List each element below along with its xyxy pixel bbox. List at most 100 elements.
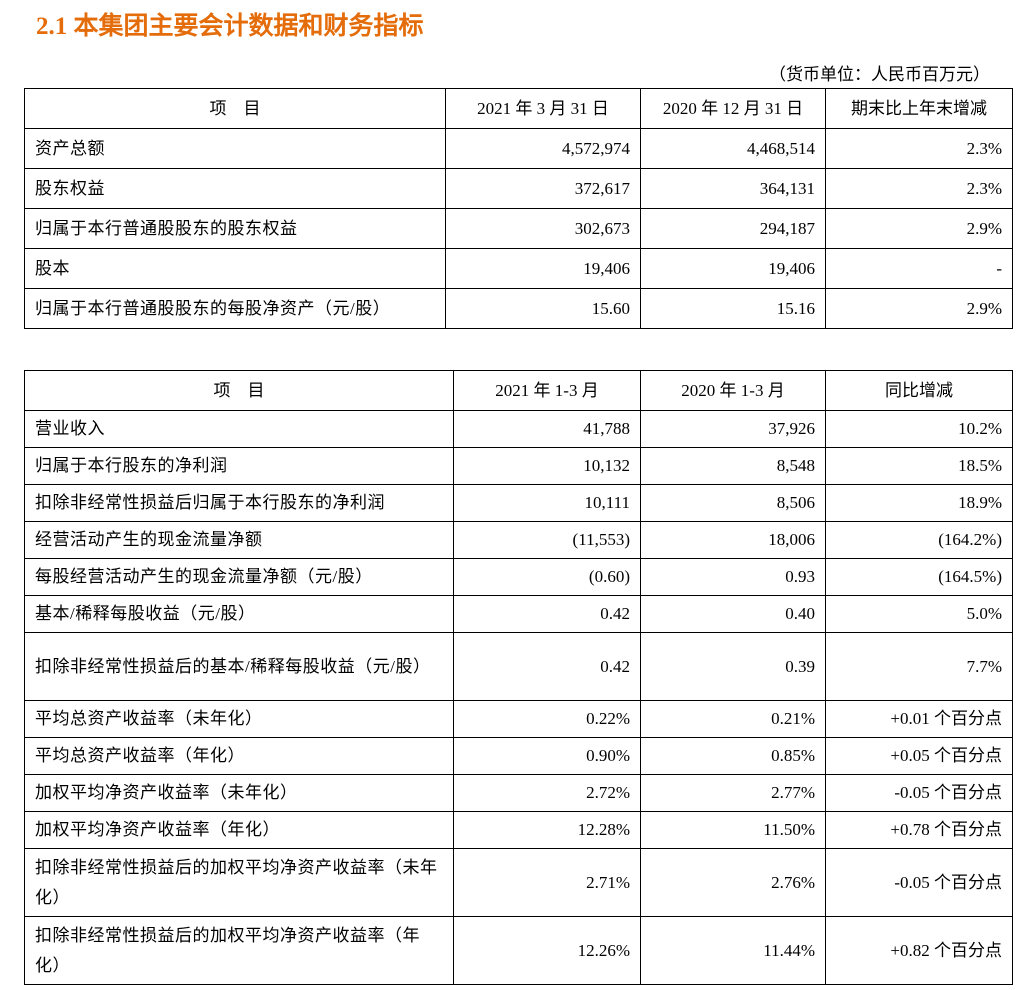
data-row: 归属于本行普通股股东的股东权益 302,673 294,187 2.9% (24, 208, 1013, 249)
data-row: 平均总资产收益率（年化） 0.90% 0.85% +0.05 个百分点 (24, 737, 1013, 775)
value-cell: 37,926 (640, 410, 826, 448)
row-label: 每股经营活动产生的现金流量净额（元/股） (24, 558, 454, 596)
column-header: 期末比上年末增减 (825, 88, 1013, 129)
value-cell: 0.90% (453, 737, 641, 775)
value-cell: 2.9% (825, 288, 1013, 329)
value-cell: (164.5%) (825, 558, 1013, 596)
value-cell: 10.2% (825, 410, 1013, 448)
value-cell: 0.39 (640, 632, 826, 701)
value-cell: 0.22% (453, 700, 641, 738)
value-cell: 41,788 (453, 410, 641, 448)
data-row: 基本/稀释每股收益（元/股） 0.42 0.40 5.0% (24, 595, 1013, 633)
value-cell: 8,506 (640, 484, 826, 522)
row-label: 加权平均净资产收益率（未年化） (24, 774, 454, 812)
value-cell: 10,132 (453, 447, 641, 485)
value-cell: 15.16 (640, 288, 826, 329)
value-cell: 18,006 (640, 521, 826, 559)
row-label: 归属于本行普通股股东的股东权益 (24, 208, 446, 249)
value-cell: 2.77% (640, 774, 826, 812)
value-cell: 10,111 (453, 484, 641, 522)
data-row: 平均总资产收益率（未年化） 0.22% 0.21% +0.01 个百分点 (24, 700, 1013, 738)
value-cell: 294,187 (640, 208, 826, 249)
data-row: 资产总额 4,572,974 4,468,514 2.3% (24, 128, 1013, 169)
value-cell: 0.21% (640, 700, 826, 738)
row-label: 股本 (24, 248, 446, 289)
value-cell: 4,572,974 (445, 128, 641, 169)
row-label: 归属于本行股东的净利润 (24, 447, 454, 485)
row-label: 平均总资产收益率（未年化） (24, 700, 454, 738)
value-cell: 19,406 (640, 248, 826, 289)
row-label: 经营活动产生的现金流量净额 (24, 521, 454, 559)
data-row: 每股经营活动产生的现金流量净额（元/股） (0.60) 0.93 (164.5%) (24, 558, 1013, 596)
data-row: 股东权益 372,617 364,131 2.3% (24, 168, 1013, 209)
header-row: 项 目 2021 年 1-3 月 2020 年 1-3 月同比增减 (24, 370, 1013, 411)
data-row: 营业收入 41,788 37,926 10.2% (24, 410, 1013, 448)
value-cell: +0.05 个百分点 (825, 737, 1013, 775)
value-cell: 12.26% (453, 916, 641, 985)
value-cell: 0.93 (640, 558, 826, 596)
column-header: 同比增减 (825, 370, 1013, 411)
section-title: 2.1 本集团主要会计数据和财务指标 (36, 13, 424, 40)
data-row: 扣除非经常性损益后归属于本行股东的净利润 10,111 8,506 18.9% (24, 484, 1013, 522)
row-label: 扣除非经常性损益后归属于本行股东的净利润 (24, 484, 454, 522)
row-label: 扣除非经常性损益后的加权平均净资产收益率（年化） (24, 916, 454, 985)
value-cell: 372,617 (445, 168, 641, 209)
data-row: 归属于本行股东的净利润 10,132 8,548 18.5% (24, 447, 1013, 485)
value-cell: 0.42 (453, 595, 641, 633)
value-cell: 5.0% (825, 595, 1013, 633)
data-row: 归属于本行普通股股东的每股净资产（元/股） 15.60 15.16 2.9% (24, 288, 1013, 329)
data-row: 扣除非经常性损益后的加权平均净资产收益率（未年化） 2.71% 2.76% -0.05… (24, 848, 1013, 917)
value-cell: 2.3% (825, 168, 1013, 209)
column-header: 2021 年 1-3 月 (453, 370, 641, 411)
value-cell: -0.05 个百分点 (825, 774, 1013, 812)
data-row: 扣除非经常性损益后的基本/稀释每股收益（元/股） 0.42 0.39 7.7% (24, 632, 1013, 701)
value-cell: 8,548 (640, 447, 826, 485)
value-cell: 11.44% (640, 916, 826, 985)
value-cell: 2.3% (825, 128, 1013, 169)
column-header: 项 目 (24, 370, 454, 411)
row-label: 营业收入 (24, 410, 454, 448)
row-label: 股东权益 (24, 168, 446, 209)
value-cell: 11.50% (640, 811, 826, 849)
header-row: 项 目 2021 年 3 月 31 日 2020 年 12 月 31 日期末比上年末… (24, 88, 1013, 129)
value-cell: 2.76% (640, 848, 826, 917)
value-cell: -0.05 个百分点 (825, 848, 1013, 917)
row-label: 平均总资产收益率（年化） (24, 737, 454, 775)
data-row: 经营活动产生的现金流量净额 (11,553) 18,006 (164.2%) (24, 521, 1013, 559)
column-header: 2021 年 3 月 31 日 (445, 88, 641, 129)
value-cell: (11,553) (453, 521, 641, 559)
row-label: 扣除非经常性损益后的加权平均净资产收益率（未年化） (24, 848, 454, 917)
row-label: 扣除非经常性损益后的基本/稀释每股收益（元/股） (24, 632, 454, 701)
value-cell: 12.28% (453, 811, 641, 849)
data-row: 股本 19,406 19,406- (24, 248, 1013, 289)
value-cell: 19,406 (445, 248, 641, 289)
value-cell: - (825, 248, 1013, 289)
balance-table: 项 目 2021 年 3 月 31 日 2020 年 12 月 31 日期末比上年末… (24, 88, 1013, 329)
value-cell: 0.42 (453, 632, 641, 701)
income-table: 项 目 2021 年 1-3 月 2020 年 1-3 月同比增减 营业收入 41,78… (24, 370, 1013, 985)
value-cell: 18.9% (825, 484, 1013, 522)
value-cell: 2.71% (453, 848, 641, 917)
value-cell: 15.60 (445, 288, 641, 329)
value-cell: +0.01 个百分点 (825, 700, 1013, 738)
unit-note: （货币单位：人民币百万元） (769, 65, 990, 84)
value-cell: 364,131 (640, 168, 826, 209)
value-cell: (164.2%) (825, 521, 1013, 559)
value-cell: 302,673 (445, 208, 641, 249)
data-row: 加权平均净资产收益率（未年化） 2.72% 2.77% -0.05 个百分点 (24, 774, 1013, 812)
value-cell: 2.72% (453, 774, 641, 812)
row-label: 基本/稀释每股收益（元/股） (24, 595, 454, 633)
data-row: 扣除非经常性损益后的加权平均净资产收益率（年化） 12.26% 11.44% +0.8… (24, 916, 1013, 985)
value-cell: (0.60) (453, 558, 641, 596)
value-cell: +0.78 个百分点 (825, 811, 1013, 849)
value-cell: 4,468,514 (640, 128, 826, 169)
value-cell: 18.5% (825, 447, 1013, 485)
row-label: 资产总额 (24, 128, 446, 169)
value-cell: +0.82 个百分点 (825, 916, 1013, 985)
row-label: 归属于本行普通股股东的每股净资产（元/股） (24, 288, 446, 329)
value-cell: 2.9% (825, 208, 1013, 249)
value-cell: 0.40 (640, 595, 826, 633)
column-header: 2020 年 12 月 31 日 (640, 88, 826, 129)
row-label: 加权平均净资产收益率（年化） (24, 811, 454, 849)
